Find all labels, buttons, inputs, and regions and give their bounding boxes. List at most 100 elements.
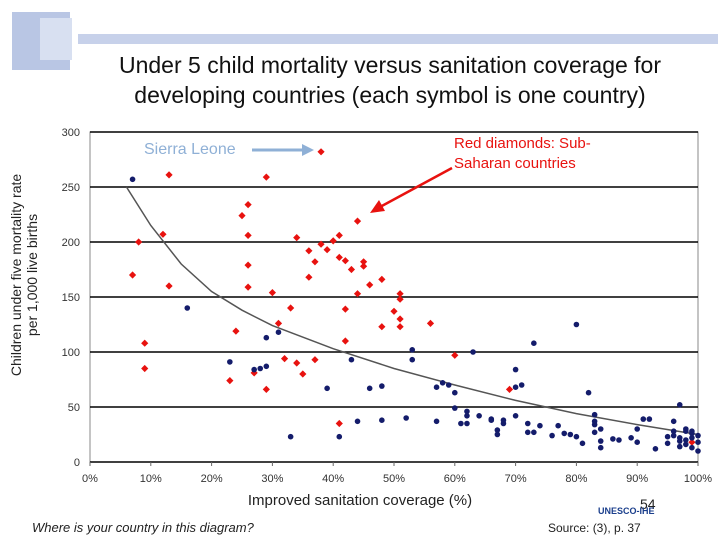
sierra-leone-arrow-head	[302, 144, 314, 156]
y-tick-label: 50	[68, 402, 80, 414]
navy-dot-point	[452, 389, 458, 396]
red-diamond-point	[305, 273, 313, 281]
navy-dot-point	[664, 433, 671, 440]
y-tick-label: 300	[62, 127, 80, 139]
red-diamond-point	[366, 281, 374, 289]
red-diamond-point	[232, 327, 240, 335]
navy-dot-point	[652, 446, 659, 452]
navy-dot-point	[409, 347, 416, 353]
red-diamond-point	[360, 262, 368, 270]
navy-dot-point	[129, 176, 136, 183]
navy-dot-point	[695, 439, 701, 446]
trend-line	[125, 186, 699, 436]
navy-dot-point	[433, 384, 440, 391]
navy-dot-point	[689, 435, 695, 441]
navy-dot-point	[549, 432, 555, 439]
red-diamond-point	[378, 275, 386, 283]
y-tick-label: 200	[62, 237, 80, 249]
red-diamond-point	[341, 305, 349, 313]
navy-dot-point	[500, 417, 507, 424]
navy-dot-point	[597, 444, 604, 451]
navy-dot-point	[683, 428, 689, 435]
y-tick-label: 0	[74, 457, 80, 469]
red-diamond-point	[238, 212, 246, 220]
red-diamond-point	[426, 319, 435, 327]
red-diamond-point	[396, 315, 404, 323]
y-tick-label: 100	[62, 347, 80, 359]
navy-dot-point	[512, 384, 519, 391]
red-diamond-point	[274, 319, 283, 327]
navy-dot-point	[561, 430, 568, 437]
navy-dot-point	[591, 421, 598, 428]
red-diamond-point	[451, 351, 459, 359]
red-diamond-point	[390, 307, 398, 315]
navy-dot-point	[464, 420, 470, 427]
x-tick-label: 20%	[201, 473, 223, 485]
red-diamond-point	[329, 237, 337, 245]
navy-dot-point	[610, 436, 616, 442]
x-axis-label: Improved sanitation coverage (%)	[247, 492, 473, 509]
navy-dot-point	[591, 411, 598, 418]
y-tick-label: 250	[62, 182, 80, 194]
x-tick-label: 70%	[505, 473, 527, 485]
footer-question: Where is your country in this diagram?	[32, 520, 254, 535]
x-tick-label: 0%	[82, 473, 98, 485]
red-diamond-point	[688, 438, 696, 446]
y-tick-label: 150	[62, 292, 80, 304]
navy-dot-point	[184, 305, 191, 311]
navy-dot-point	[585, 389, 592, 396]
red-diamond-point	[268, 289, 276, 297]
x-tick-label: 40%	[322, 473, 344, 485]
navy-dot-point	[591, 429, 598, 436]
red-diamond-point	[378, 323, 386, 331]
navy-dot-point	[646, 416, 653, 422]
red-diamond-point	[335, 231, 343, 239]
red-diamond-point	[244, 201, 252, 209]
x-tick-label: 80%	[565, 473, 587, 485]
navy-dot-point	[452, 405, 458, 411]
red-diamond-point	[505, 385, 514, 393]
navy-dot-point	[366, 385, 373, 392]
navy-dot-point	[464, 408, 470, 415]
red-diamonds-arrow-head	[370, 200, 385, 213]
x-tick-label: 10%	[140, 473, 162, 485]
navy-dot-point	[494, 427, 501, 433]
navy-dot-point	[683, 437, 689, 443]
navy-dot-point	[470, 349, 476, 355]
navy-dot-point	[524, 429, 531, 436]
page-number: 54	[640, 496, 656, 512]
x-tick-label: 50%	[383, 473, 405, 485]
x-tick-label: 100%	[684, 473, 712, 485]
red-diamond-point	[250, 369, 258, 377]
red-diamond-point	[341, 337, 349, 345]
red-diamond-point	[323, 246, 331, 254]
navy-dot-point	[263, 334, 270, 341]
red-diamond-point	[335, 253, 343, 261]
red-diamond-point	[159, 230, 167, 238]
red-diamond-point	[128, 271, 137, 279]
navy-dot-point	[379, 383, 385, 389]
navy-dot-point	[597, 426, 604, 432]
navy-dot-point	[227, 359, 233, 365]
red-diamond-point	[353, 217, 362, 225]
annotation-red-diamonds: Red diamonds: Sub-Saharan countries	[454, 135, 591, 172]
navy-dot-point	[445, 382, 452, 388]
navy-dot-point	[263, 363, 270, 370]
navy-dot-point	[403, 415, 409, 421]
red-diamond-point	[293, 234, 301, 242]
navy-dot-point	[336, 433, 343, 440]
navy-dot-point	[640, 416, 647, 422]
navy-dot-point	[670, 428, 677, 435]
navy-dot-point	[695, 448, 701, 454]
red-diamond-point	[262, 173, 270, 181]
source-citation: Source: (3), p. 37	[548, 521, 641, 535]
red-diamond-point	[396, 290, 404, 298]
navy-dot-point	[251, 366, 257, 373]
navy-dot-point	[683, 441, 689, 448]
navy-dot-point	[512, 366, 519, 373]
red-diamond-point	[280, 355, 289, 363]
red-diamond-point	[317, 240, 325, 248]
red-diamond-point	[341, 257, 349, 265]
navy-dot-point	[488, 417, 495, 424]
navy-dot-point	[494, 431, 501, 438]
